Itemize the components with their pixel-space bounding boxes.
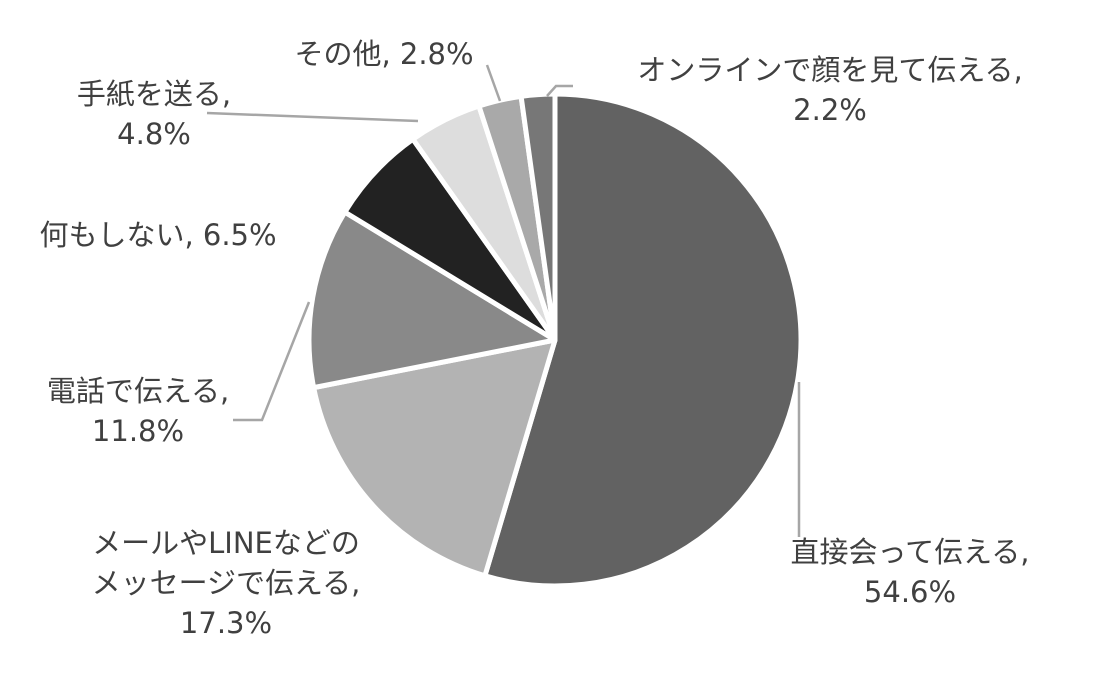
slice-label-2-line-2: メッセージで伝える, (92, 566, 361, 600)
leader-lines-layer (206, 64, 801, 537)
labels-layer: 直接会って伝える, 54.6% メールやLINEなどのメッセージで伝える, 17.3%… (39, 37, 1029, 640)
slice-label-7-line-2: 2.2% (793, 93, 867, 127)
slice-label-4-line-1: 何もしない, 6.5% (39, 218, 276, 252)
slice-label-1: 直接会って伝える, 54.6% (791, 535, 1030, 609)
slice-label-6: その他, 2.8% (294, 37, 473, 71)
slice-label-4: 何もしない, 6.5% (39, 218, 276, 252)
pie-slice-3 (306, 209, 558, 391)
leader-line-6 (485, 64, 502, 102)
slice-label-3-line-1: 電話で伝える, (47, 374, 229, 408)
slice-label-6-line-1: その他, 2.8% (294, 37, 473, 71)
slice-label-3: 電話で伝える, 11.8% (47, 374, 229, 448)
slice-label-5-line-2: 4.8% (117, 117, 191, 151)
slice-label-2-line-1: メールやLINEなどの (92, 526, 360, 560)
slices-layer (306, 91, 804, 589)
slice-label-1-line-1: 直接会って伝える, (791, 535, 1030, 569)
slice-label-2-line-3: 17.3% (180, 606, 272, 640)
leader-line-5 (206, 111, 419, 123)
slice-label-5: 手紙を送る, 4.8% (77, 77, 231, 151)
slice-label-7: オンラインで顔を見て伝える, 2.2% (637, 53, 1022, 127)
slice-label-3-line-2: 11.8% (92, 414, 184, 448)
pie-slice-2 (311, 337, 558, 579)
slice-label-7-line-1: オンラインで顔を見て伝える, (637, 53, 1022, 87)
slice-label-2: メールやLINEなどのメッセージで伝える, 17.3% (92, 526, 361, 640)
slice-label-5-line-1: 手紙を送る, (77, 77, 231, 111)
pie-slice-7 (518, 91, 558, 343)
pie-slice-1 (482, 91, 804, 589)
leader-line-7 (546, 84, 573, 97)
leader-line-3 (233, 301, 311, 422)
slice-label-1-line-2: 54.6% (864, 575, 956, 609)
